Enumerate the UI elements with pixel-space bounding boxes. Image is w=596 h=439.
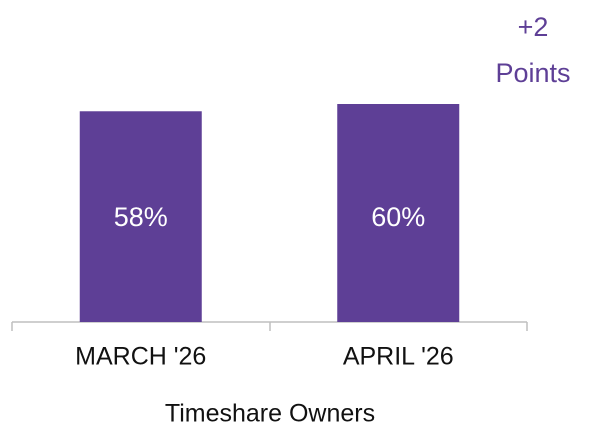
bar — [79, 111, 202, 323]
value-label: 58% — [114, 202, 168, 232]
x-tick-label: MARCH '26 — [75, 343, 206, 371]
value-label: 60% — [371, 202, 425, 232]
annotation: +2 Points — [495, 12, 571, 88]
bar — [337, 104, 460, 322]
x-axis-label: Timeshare Owners — [165, 400, 375, 428]
x-tick-label: APRIL '26 — [343, 343, 454, 371]
